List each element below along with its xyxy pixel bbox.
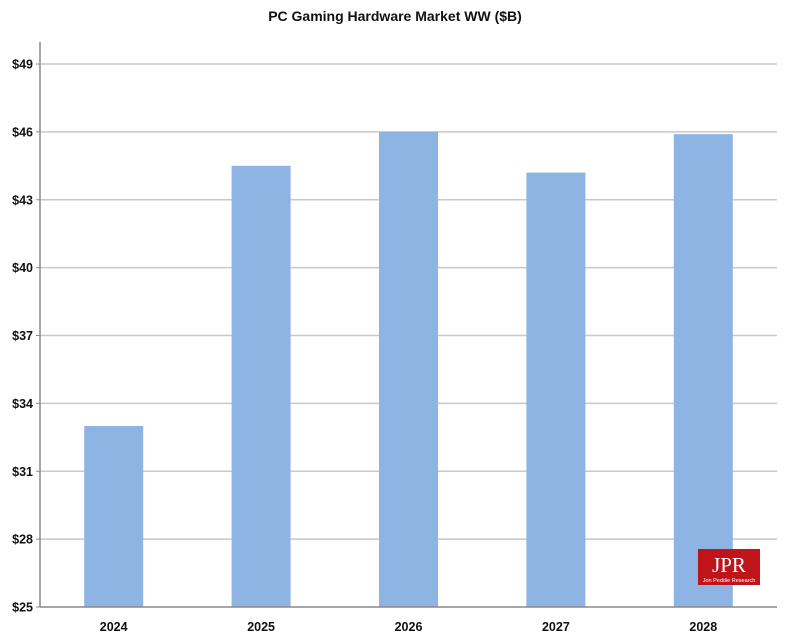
bars: [84, 131, 733, 607]
x-tick-label: 2027: [542, 620, 570, 634]
y-tick-label: $34: [12, 397, 33, 411]
bar-2024: [84, 426, 144, 607]
x-tick-label: 2024: [100, 620, 128, 634]
logo-background: [698, 549, 760, 585]
bar-2026: [379, 131, 438, 607]
x-tick-label: 2028: [689, 620, 717, 634]
logo-text: JPR: [712, 553, 746, 577]
y-tick-label: $49: [12, 58, 33, 72]
y-tick-label: $37: [12, 329, 33, 343]
y-tick-label: $25: [12, 601, 33, 615]
x-tick-label: 2026: [395, 620, 423, 634]
y-tick-label: $31: [12, 465, 33, 479]
bar-2028: [673, 134, 733, 607]
logo-subtext: Jon Peddie Research: [703, 578, 756, 584]
axes: [36, 42, 777, 608]
tick-labels: $25 $28 $31 $34 $37 $40 $43 $46 $49 2024 2025 2026 2…: [12, 58, 717, 635]
bar-2027: [526, 172, 586, 607]
jpr-logo: JPR Jon Peddie Research: [698, 549, 760, 585]
bar-2025: [231, 165, 291, 607]
y-tick-label: $46: [12, 125, 33, 139]
chart-title: PC Gaming Hardware Market WW ($B): [268, 8, 522, 24]
y-tick-label: $40: [12, 261, 33, 275]
y-tick-label: $28: [12, 533, 33, 547]
y-tick-label: $43: [12, 193, 33, 207]
x-tick-label: 2025: [247, 620, 275, 634]
